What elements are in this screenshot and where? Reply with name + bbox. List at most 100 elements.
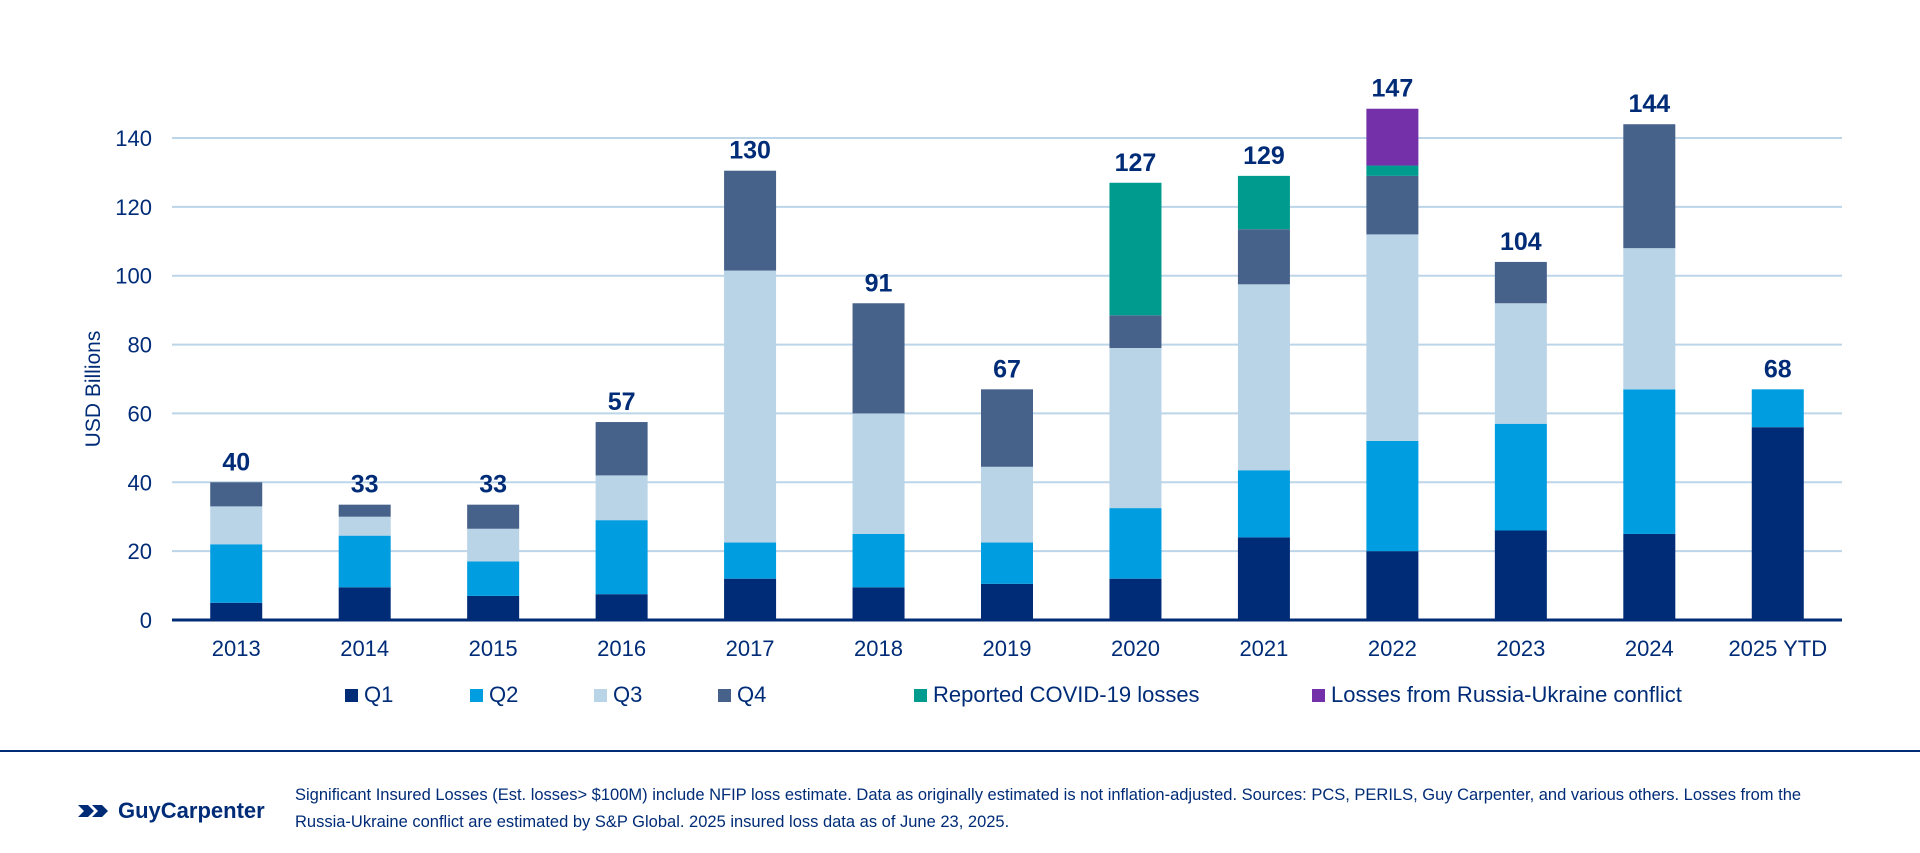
bar-segment-q2 <box>1623 389 1676 534</box>
legend-swatch <box>594 688 607 702</box>
y-axis-label: USD Billions <box>82 331 105 448</box>
legend-label: Losses from Russia-Ukraine conflict <box>1331 682 1682 707</box>
bar-segment-q2 <box>338 535 391 588</box>
bar-segment-q4 <box>467 504 520 529</box>
x-tick-label: 2015 <box>469 636 518 661</box>
legend-item: Reported COVID-19 losses <box>914 682 1200 708</box>
bar-segment-q1 <box>1623 533 1676 620</box>
total-data-label: 129 <box>1243 142 1285 170</box>
bar-segment-q3 <box>1366 234 1419 441</box>
bar-segment-q3 <box>1623 248 1676 390</box>
x-tick-label: 2013 <box>212 636 261 661</box>
bar-segment-q1 <box>338 587 391 620</box>
bar-segment-q4 <box>1623 124 1676 249</box>
y-tick-label: 40 <box>128 470 152 495</box>
total-data-label: 57 <box>608 388 636 416</box>
legend-item: Q1 <box>345 682 393 708</box>
x-tick-label: 2016 <box>597 636 646 661</box>
x-tick-label: 2014 <box>340 636 389 661</box>
bar-segment-q2 <box>1751 389 1804 428</box>
bar-segment-q2 <box>1366 440 1419 552</box>
total-data-label: 40 <box>222 448 250 476</box>
total-data-label: 68 <box>1764 355 1792 383</box>
legend-swatch <box>1312 688 1325 702</box>
x-tick-label: 2020 <box>1111 636 1160 661</box>
bar-segment-q1 <box>210 602 263 620</box>
legend-label: Q1 <box>364 682 394 707</box>
bar-segment-q4 <box>1366 175 1419 235</box>
bar-segment-q2 <box>210 544 263 603</box>
x-tick-label: 2018 <box>854 636 903 661</box>
bar-segment-q4 <box>724 170 777 271</box>
total-data-label: 91 <box>865 269 893 297</box>
bar-segment-q4 <box>1109 315 1162 349</box>
bar-segment-q2 <box>981 542 1033 584</box>
x-tick-label: 2024 <box>1625 636 1674 661</box>
divider <box>0 750 1920 752</box>
total-data-label: 33 <box>351 471 379 499</box>
legend-label: Q4 <box>737 682 767 707</box>
bar-segment-q1 <box>981 583 1033 620</box>
x-tick-label: 2022 <box>1368 636 1417 661</box>
legend-item: Q4 <box>718 682 766 708</box>
total-data-label: 144 <box>1628 90 1670 118</box>
guy-carpenter-logo: GuyCarpenter <box>76 798 265 824</box>
legend-swatch <box>470 688 483 702</box>
bar-segment-reported-covid-19-losses <box>1366 165 1419 176</box>
x-tick-label: 2021 <box>1239 636 1288 661</box>
bar-segment-q1 <box>724 578 777 620</box>
y-tick-label: 100 <box>115 264 152 289</box>
footnote: Significant Insured Losses (Est. losses>… <box>295 786 1802 831</box>
y-tick-label: 0 <box>140 608 152 633</box>
bar-segment-q3 <box>467 528 520 562</box>
bar-segment-q2 <box>724 542 777 579</box>
bar-segment-q1 <box>1494 530 1547 620</box>
bar-segment-q2 <box>1494 423 1547 531</box>
bar-segment-q2 <box>595 520 648 595</box>
bar-segment-q3 <box>1109 348 1162 509</box>
legend-label: Q2 <box>489 682 519 707</box>
total-data-label: 127 <box>1115 149 1157 177</box>
bar-segment-q1 <box>1109 578 1162 620</box>
bar-segment-q4 <box>338 504 391 517</box>
bar-segment-q3 <box>1494 303 1547 424</box>
legend-label: Reported COVID-19 losses <box>933 682 1200 707</box>
logo-text: GuyCarpenter <box>118 798 265 823</box>
total-data-label: 104 <box>1500 228 1542 256</box>
bar-segment-q4 <box>1494 261 1547 304</box>
total-data-label: 130 <box>729 137 771 165</box>
bar-segment-q1 <box>1751 427 1804 620</box>
bar-segment-q1 <box>467 595 520 620</box>
y-tick-label: 60 <box>128 401 152 426</box>
total-data-label: 33 <box>479 471 507 499</box>
legend-label: Q3 <box>613 682 643 707</box>
bar-segment-q3 <box>981 466 1033 543</box>
bar-segment-q2 <box>1109 508 1162 579</box>
x-tick-label: 2025 YTD <box>1728 636 1827 661</box>
bar-segment-q4 <box>852 303 905 414</box>
x-tick-label: 2017 <box>726 636 775 661</box>
y-tick-label: 120 <box>115 195 152 220</box>
bar-segment-q3 <box>338 516 391 536</box>
bar-segment-q3 <box>210 506 263 545</box>
bar-segment-q2 <box>1237 470 1290 538</box>
bar-segment-q2 <box>852 533 905 588</box>
bar-segment-q4 <box>1237 229 1290 285</box>
logo-mark-icon <box>78 805 108 817</box>
x-tick-label: 2023 <box>1496 636 1545 661</box>
legend: Q1 Q2 Q3 Q4 Reported COVID-19 losses Losses f… <box>0 682 1920 708</box>
y-tick-label: 80 <box>128 333 152 358</box>
bar-segment-q2 <box>467 561 520 596</box>
bar-segment-q4 <box>210 482 263 507</box>
bar-segment-reported-covid-19-losses <box>1109 182 1162 316</box>
bar-segment-q4 <box>981 389 1033 467</box>
bar-segment-losses-from-russia-ukraine-conflict <box>1366 108 1419 166</box>
bar-segment-q1 <box>852 587 905 620</box>
legend-item: Q2 <box>470 682 518 708</box>
bar-segment-q1 <box>1366 551 1419 620</box>
bar-segment-q3 <box>724 270 777 543</box>
bar-segment-q1 <box>1237 537 1290 620</box>
legend-item: Losses from Russia-Ukraine conflict <box>1312 682 1682 708</box>
stacked-bar-chart: 0 20 40 60 80 100 120 140 USD Billions 40 2013 33 20… <box>82 75 1842 661</box>
